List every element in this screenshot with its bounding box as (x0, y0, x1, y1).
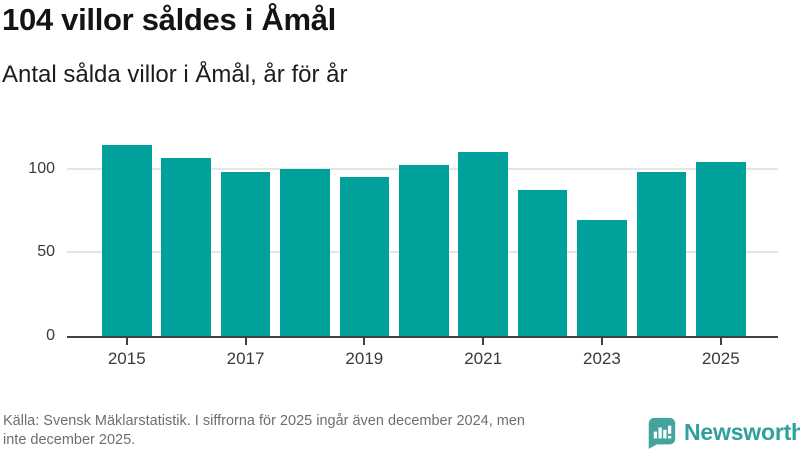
newsworthy-wordmark: Newsworthy (684, 418, 800, 445)
bar-2019 (339, 176, 390, 336)
chart-title: 104 villor såldes i Åmål (2, 2, 336, 37)
x-tick-label-2019: 2019 (345, 349, 384, 368)
bar-2017 (220, 171, 271, 336)
y-tick-label-0: 0 (46, 327, 55, 344)
newsworthy-logo[interactable]: Newsworthy (646, 416, 800, 449)
x-tick-2015 (125, 338, 128, 345)
plot-area (67, 135, 778, 338)
x-axis: 2015 2017 2019 2021 2023 2025 (67, 338, 778, 372)
bar-2024 (636, 171, 687, 336)
bar-2015 (102, 145, 152, 336)
x-tick-2021 (482, 338, 485, 345)
x-tick-2019 (363, 338, 366, 345)
bar-2023 (577, 220, 627, 336)
x-tick-label-2025: 2025 (701, 349, 740, 368)
source-line-1: Källa: Svensk Mäklarstatistik. I siffror… (3, 413, 525, 429)
bar-2018 (280, 168, 330, 336)
x-tick-2023 (600, 338, 603, 345)
x-tick-label-2021: 2021 (464, 349, 503, 368)
bar-2020 (399, 165, 449, 336)
source-line-2: inte december 2025. (3, 432, 136, 449)
x-tick-label-2023: 2023 (583, 349, 621, 368)
x-tick-2025 (719, 338, 722, 345)
x-tick-2017 (244, 338, 247, 345)
x-tick-label-2015: 2015 (107, 349, 146, 368)
bar-2016 (161, 158, 211, 336)
source-note: Källa: Svensk Mäklarstatistik. I siffror… (3, 412, 648, 450)
bar-2021 (458, 151, 508, 336)
y-tick-label-100: 100 (28, 159, 55, 177)
y-axis: 0 50 100 (0, 135, 55, 345)
bar-2025 (696, 161, 746, 336)
y-tick-label-50: 50 (37, 243, 55, 261)
bar-2022 (517, 190, 568, 336)
x-tick-label-2017: 2017 (226, 349, 265, 368)
newsworthy-icon (648, 417, 676, 449)
chart-subtitle: Antal sålda villor i Åmål, år för år (2, 61, 348, 88)
